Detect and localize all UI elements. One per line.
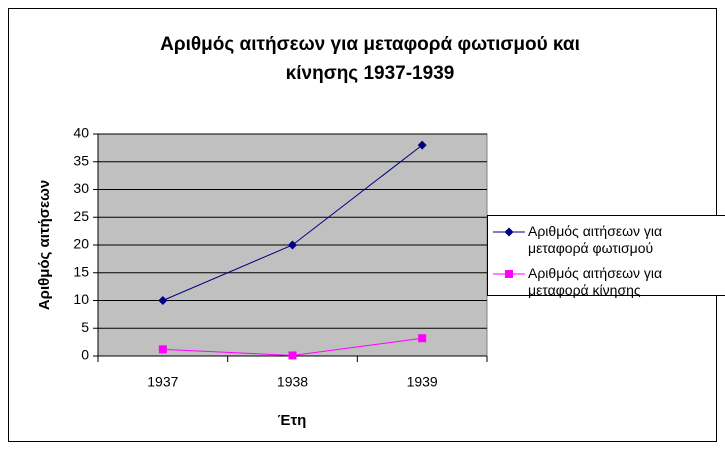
y-tick-label: 0: [81, 347, 89, 363]
x-tick-label: 1937: [147, 374, 178, 390]
y-tick-label: 20: [73, 236, 89, 252]
x-axis-label: Έτη: [278, 412, 307, 429]
marker: [418, 334, 427, 343]
marker: [417, 140, 427, 150]
y-axis-label: Αριθμός αιτήσεων: [36, 180, 53, 310]
legend: [487, 215, 725, 296]
marker: [158, 296, 168, 305]
marker: [504, 227, 514, 237]
x-tick-label: 1938: [277, 374, 308, 390]
y-tick-label: 30: [73, 180, 89, 196]
marker: [158, 345, 167, 354]
y-tick-label: 10: [73, 291, 89, 307]
marker: [288, 240, 297, 250]
legend-entry: Αριθμός αιτήσεων για μεταφορά φωτισμού: [528, 223, 663, 256]
y-tick-label: 35: [73, 152, 89, 168]
legend-label: Αριθμός αιτήσεων για μεταφορά φωτισμού: [528, 223, 663, 256]
marker: [505, 270, 513, 278]
chart-title: Αριθμός αιτήσεων για μεταφορά φωτισμού κ…: [160, 34, 580, 55]
y-tick-label: 15: [73, 263, 89, 279]
legend-entry: Αριθμός αιτήσεων για μεταφορά κίνησης: [528, 265, 663, 298]
legend-label: Αριθμός αιτήσεων για μεταφορά κίνησης: [528, 265, 663, 298]
y-tick-label: 5: [81, 319, 89, 335]
chart-title: κίνησης 1937-1939: [286, 63, 455, 84]
y-tick-label: 40: [73, 125, 89, 141]
y-tick-label: 25: [73, 208, 89, 224]
x-tick-label: 1939: [407, 374, 438, 390]
marker: [288, 351, 297, 360]
